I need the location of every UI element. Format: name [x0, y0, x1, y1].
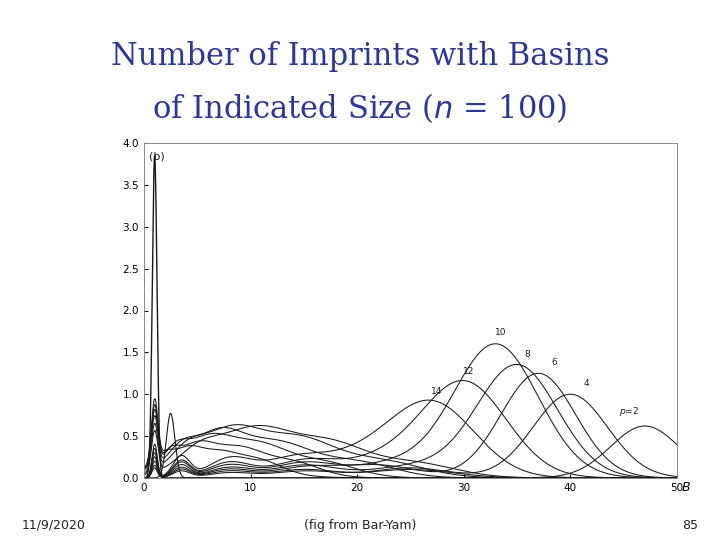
Text: $B$: $B$: [681, 481, 690, 494]
Text: $p$=2: $p$=2: [618, 404, 639, 417]
Text: 4: 4: [583, 379, 589, 388]
Text: (b): (b): [149, 151, 165, 161]
Text: 85: 85: [683, 519, 698, 532]
Text: 10: 10: [495, 328, 507, 338]
Text: 11/9/2020: 11/9/2020: [22, 519, 86, 532]
Text: 8: 8: [525, 350, 531, 359]
Text: of Indicated Size ($n$ = 100): of Indicated Size ($n$ = 100): [152, 91, 568, 125]
Text: 12: 12: [464, 367, 474, 376]
Text: 6: 6: [552, 359, 557, 367]
Text: Number of Imprints with Basins: Number of Imprints with Basins: [111, 41, 609, 72]
Text: (fig from Bar-Yam): (fig from Bar-Yam): [304, 519, 416, 532]
Text: 14: 14: [431, 387, 443, 396]
